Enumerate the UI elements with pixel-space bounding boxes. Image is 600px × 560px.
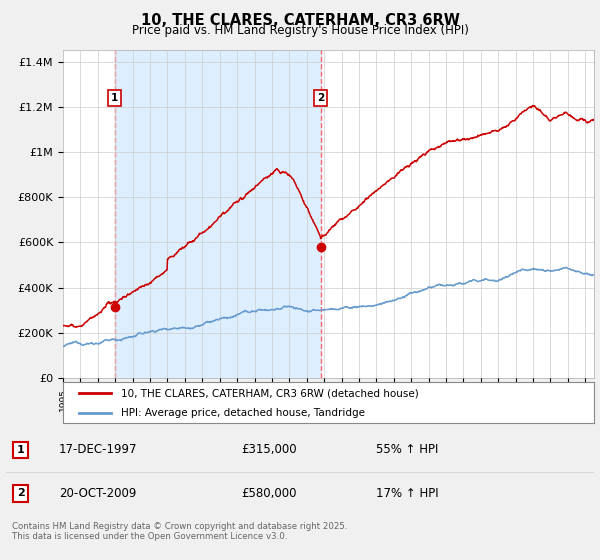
- Text: 17% ↑ HPI: 17% ↑ HPI: [376, 487, 439, 500]
- Text: HPI: Average price, detached house, Tandridge: HPI: Average price, detached house, Tand…: [121, 408, 365, 418]
- Text: 1: 1: [17, 445, 25, 455]
- Text: 55% ↑ HPI: 55% ↑ HPI: [376, 444, 439, 456]
- Text: 2: 2: [17, 488, 25, 498]
- Text: 10, THE CLARES, CATERHAM, CR3 6RW: 10, THE CLARES, CATERHAM, CR3 6RW: [140, 13, 460, 28]
- Text: 1: 1: [111, 93, 118, 103]
- Text: £315,000: £315,000: [241, 444, 297, 456]
- Text: Price paid vs. HM Land Registry's House Price Index (HPI): Price paid vs. HM Land Registry's House …: [131, 24, 469, 36]
- Text: 2: 2: [317, 93, 324, 103]
- Text: Contains HM Land Registry data © Crown copyright and database right 2025.
This d: Contains HM Land Registry data © Crown c…: [12, 522, 347, 542]
- Text: £580,000: £580,000: [241, 487, 297, 500]
- Text: 17-DEC-1997: 17-DEC-1997: [59, 444, 137, 456]
- Bar: [115, 50, 320, 378]
- Text: 20-OCT-2009: 20-OCT-2009: [59, 487, 136, 500]
- Text: 10, THE CLARES, CATERHAM, CR3 6RW (detached house): 10, THE CLARES, CATERHAM, CR3 6RW (detac…: [121, 389, 419, 398]
